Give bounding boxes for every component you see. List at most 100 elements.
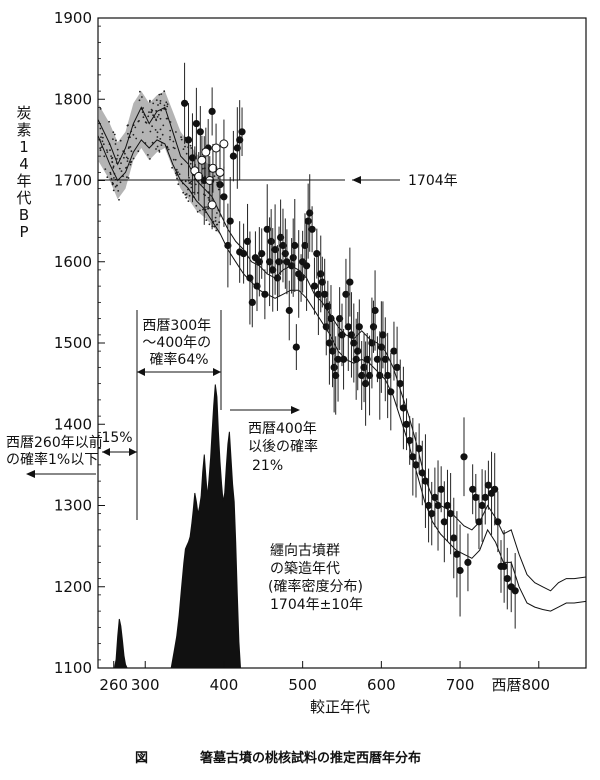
x-tick-label: 300 xyxy=(131,676,160,694)
band-stipple-dot xyxy=(147,154,149,156)
data-point-filled xyxy=(340,355,348,363)
band-stipple-dot xyxy=(180,138,183,141)
data-point-filled xyxy=(344,323,352,331)
band-stipple-dot xyxy=(118,198,120,201)
band-stipple-dot xyxy=(152,114,155,117)
band-stipple-dot xyxy=(126,160,129,163)
figure-caption: 箸墓古墳の桃核試料の推定西暦年分布 xyxy=(200,750,421,766)
data-point-filled xyxy=(306,209,314,217)
data-point-filled xyxy=(289,254,297,262)
band-stipple-dot xyxy=(159,100,162,102)
band-stipple-dot xyxy=(161,133,164,136)
data-point-filled xyxy=(511,587,519,595)
data-point-filled xyxy=(304,217,312,225)
y-tick-label: 1800 xyxy=(54,90,92,108)
band-stipple-dot xyxy=(187,200,190,203)
band-stipple-dot xyxy=(215,223,218,226)
band-stipple-dot xyxy=(115,184,118,187)
band-stipple-dot xyxy=(127,132,129,135)
data-point-filled xyxy=(440,518,448,526)
band-stipple-dot xyxy=(110,177,113,180)
data-point-filled xyxy=(396,380,404,388)
band-stipple-dot xyxy=(135,137,138,140)
band-stipple-dot xyxy=(188,194,191,197)
data-point-filled xyxy=(360,363,368,371)
band-stipple-dot xyxy=(116,148,119,151)
band-stipple-dot xyxy=(160,144,163,147)
band-stipple-dot xyxy=(180,136,183,139)
band-stipple-dot xyxy=(190,186,193,189)
data-point-filled xyxy=(303,262,311,270)
bracket-15-arrow-right xyxy=(129,448,137,456)
band-stipple-dot xyxy=(104,168,107,171)
pct-15-label: 15% xyxy=(101,430,132,446)
x-tick-label: 500 xyxy=(288,676,317,694)
band-stipple-dot xyxy=(172,140,175,143)
data-point-filled xyxy=(261,290,269,298)
band-stipple-dot xyxy=(120,170,123,173)
band-stipple-dot xyxy=(217,177,220,179)
band-stipple-dot xyxy=(138,99,141,102)
band-stipple-dot xyxy=(172,158,175,161)
data-point-filled xyxy=(469,485,477,493)
data-point-filled xyxy=(379,331,387,339)
data-point-filled xyxy=(464,558,472,567)
data-point-filled xyxy=(283,258,291,266)
x-tick-label: 260 xyxy=(99,676,128,694)
band-stipple-dot xyxy=(101,132,104,135)
band-stipple-dot xyxy=(110,155,112,158)
band-stipple-dot xyxy=(158,93,161,96)
band-stipple-dot xyxy=(115,139,117,142)
x-tick-label: 600 xyxy=(367,676,396,694)
band-stipple-dot xyxy=(99,149,102,152)
band-stipple-dot xyxy=(175,174,178,176)
band-stipple-dot xyxy=(129,163,132,166)
band-stipple-dot xyxy=(169,129,172,132)
band-stipple-dot xyxy=(173,147,176,150)
data-point-filled xyxy=(321,290,329,298)
band-stipple-dot xyxy=(119,139,122,142)
band-stipple-dot xyxy=(163,108,166,110)
band-stipple-dot xyxy=(157,104,159,106)
data-point-filled xyxy=(406,436,414,445)
band-stipple-dot xyxy=(174,158,177,161)
band-stipple-dot xyxy=(127,147,130,150)
y-tick-label: 1400 xyxy=(54,415,92,433)
band-stipple-dot xyxy=(175,168,178,171)
band-stipple-dot xyxy=(141,131,144,134)
band-stipple-dot xyxy=(106,151,109,154)
band-stipple-dot xyxy=(148,101,151,103)
data-point-filled xyxy=(327,315,335,323)
band-stipple-dot xyxy=(195,204,198,207)
band-stipple-dot xyxy=(142,107,145,109)
y-tick-label: 1700 xyxy=(54,172,92,190)
band-stipple-dot xyxy=(142,116,145,119)
data-point-filled xyxy=(500,562,508,571)
band-stipple-dot xyxy=(117,190,120,192)
band-stipple-dot xyxy=(180,163,183,166)
after-400-annotation: 西暦400年 以後の確率 21% xyxy=(248,421,322,474)
band-stipple-dot xyxy=(137,120,140,123)
band-stipple-dot xyxy=(188,182,191,185)
band-stipple-dot xyxy=(185,196,188,199)
data-point-filled xyxy=(428,509,436,518)
band-stipple-dot xyxy=(119,181,122,184)
band-stipple-dot xyxy=(109,171,112,174)
band-stipple-dot xyxy=(149,130,152,133)
before-260-arrowhead xyxy=(26,470,35,478)
data-point-filled xyxy=(346,278,354,286)
y-tick-label: 1100 xyxy=(54,659,92,677)
before-260-annotation: 西暦260年以前 の確率1%以下 xyxy=(6,434,107,468)
band-stipple-dot xyxy=(111,161,114,164)
band-stipple-dot xyxy=(159,117,162,120)
band-stipple-dot xyxy=(177,171,179,174)
band-stipple-dot xyxy=(141,96,143,98)
band-stipple-dot xyxy=(169,138,171,141)
band-stipple-dot xyxy=(159,128,162,131)
data-point-filled xyxy=(314,290,322,298)
data-point-filled xyxy=(447,509,455,518)
band-stipple-dot xyxy=(151,109,154,112)
data-point-filled xyxy=(363,355,371,363)
band-stipple-dot xyxy=(155,99,158,101)
data-point-hollow xyxy=(207,200,217,210)
